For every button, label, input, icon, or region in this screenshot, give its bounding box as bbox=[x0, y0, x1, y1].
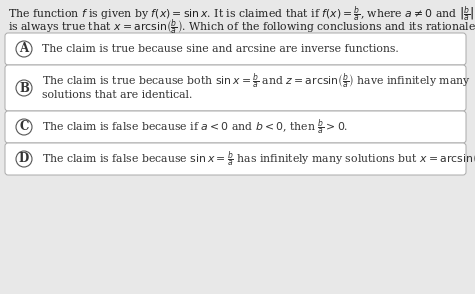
Text: D: D bbox=[19, 153, 29, 166]
Text: solutions that are identical.: solutions that are identical. bbox=[42, 89, 192, 99]
FancyBboxPatch shape bbox=[5, 111, 466, 143]
FancyBboxPatch shape bbox=[5, 143, 466, 175]
Text: A: A bbox=[19, 43, 28, 56]
Circle shape bbox=[16, 119, 32, 135]
Circle shape bbox=[16, 151, 32, 167]
Text: The claim is false because if $a < 0$ and $b < 0$, then $\frac{b}{a} > 0$.: The claim is false because if $a < 0$ an… bbox=[42, 117, 348, 137]
Circle shape bbox=[16, 41, 32, 57]
Text: B: B bbox=[19, 81, 29, 94]
Circle shape bbox=[16, 80, 32, 96]
Text: C: C bbox=[19, 121, 28, 133]
Text: The claim is true because sine and arcsine are inverse functions.: The claim is true because sine and arcsi… bbox=[42, 44, 399, 54]
Text: The claim is true because both $\sin x = \frac{b}{a}$ and $z = \arcsin\!\left(\f: The claim is true because both $\sin x =… bbox=[42, 71, 471, 91]
FancyBboxPatch shape bbox=[5, 65, 466, 111]
Text: The function $f$ is given by $f(x) = \sin x$. It is claimed that if $f(x) = \fra: The function $f$ is given by $f(x) = \si… bbox=[8, 4, 475, 24]
Text: The claim is false because $\sin x = \frac{b}{a}$ has infinitely many solutions : The claim is false because $\sin x = \fr… bbox=[42, 149, 475, 169]
Text: is always true that $x = \arcsin\!\left(\frac{b}{a}\right)$. Which of the follow: is always true that $x = \arcsin\!\left(… bbox=[8, 17, 475, 37]
FancyBboxPatch shape bbox=[5, 33, 466, 65]
